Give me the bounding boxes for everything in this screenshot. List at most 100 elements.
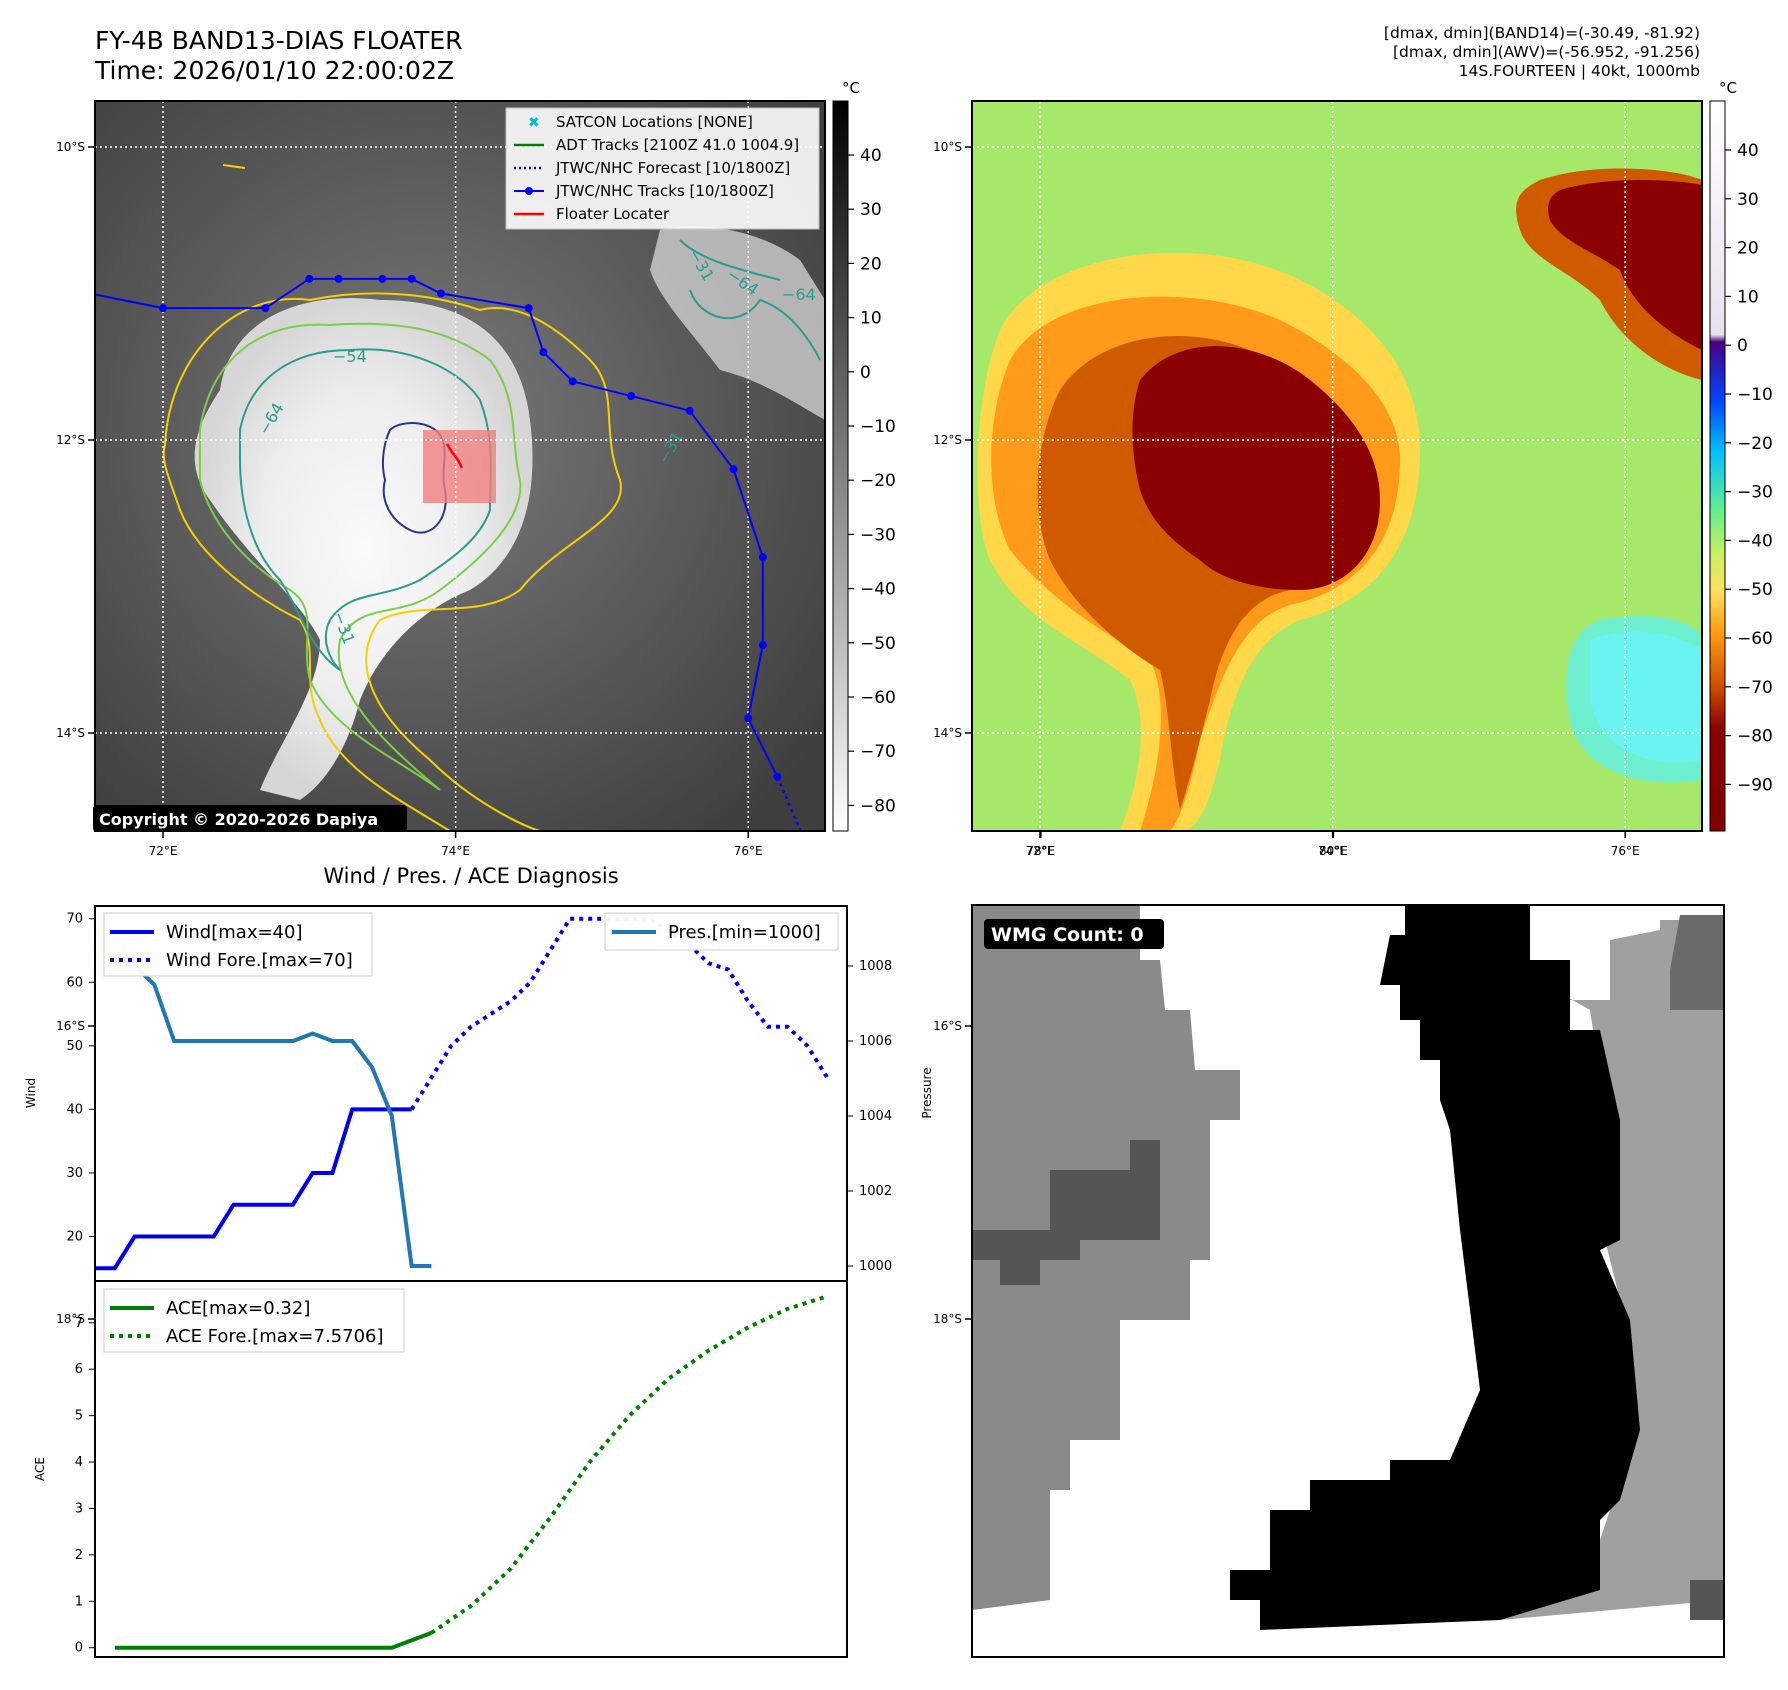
- wind-tick-label: 20: [66, 1230, 83, 1245]
- contour-label: −54: [333, 347, 367, 366]
- track-point: [159, 304, 167, 313]
- pressure-tick-label: 1006: [859, 1034, 892, 1049]
- legend-box: [505, 107, 820, 230]
- map-legend: ✖ SATCON Locations [NONE] ADT Tracks [21…: [505, 107, 820, 230]
- wind-line: [95, 1107, 412, 1271]
- legend-label: ACE[max=0.32]: [166, 1298, 310, 1319]
- title-line-2: Time: 2026/01/10 22:00:02Z: [95, 56, 454, 85]
- ace-tick-label: 5: [75, 1409, 83, 1424]
- wmg-gray-region: [972, 905, 1240, 1610]
- ir-map-panel: −54 −64 −31 −31 −64 −64 −31 ✖ SATCON Loc…: [56, 79, 1348, 1326]
- wmg-black-region: [1230, 905, 1640, 1630]
- colorbar-tick-label: 0: [1737, 336, 1748, 356]
- cloud-band-ne: [650, 226, 825, 420]
- map-frame: [971, 100, 1703, 832]
- awv-map-panel: 72°E 74°E 76°E 78°E 80°E 10°S 12°S 14°S 16°S 18°…: [933, 79, 1773, 1326]
- colorbar-tick-label: −70: [860, 742, 896, 762]
- wind-forecast-line: [409, 916, 829, 1111]
- track-point: [729, 465, 738, 474]
- colorbar-ticks: 40 30 20 10 0 −10 −20 −30 −40 −50 −60 −70 −80: [848, 146, 896, 816]
- colorbar-tick-label: −50: [1737, 580, 1773, 600]
- colorbar-tick-label: −60: [860, 688, 896, 708]
- info-line-3: 14S.FOURTEEN | 40kt, 1000mb: [1458, 62, 1700, 80]
- wmg-frame: [971, 904, 1725, 1658]
- ace-tick-label: 0: [75, 1641, 83, 1656]
- legend-label: Wind[max=40]: [166, 922, 303, 943]
- pressure-tick-label: 1000: [859, 1259, 892, 1274]
- colorbar-tick-label: −40: [1737, 531, 1773, 551]
- contour-teal: [239, 348, 492, 671]
- wind-ylabel: Wind: [24, 1078, 38, 1108]
- lat-tick-label: 14°S: [933, 726, 962, 740]
- ace-plot: 0 1 2 3 4 5 6 7: [75, 1294, 828, 1656]
- floater-locater-line: [445, 443, 464, 469]
- info-line-1: [dmax, dmin](BAND14)=(-30.49, -81.92): [1383, 24, 1700, 42]
- map-grid: [972, 101, 1702, 831]
- x-marker-icon: ✖: [528, 115, 540, 131]
- track-point: [378, 274, 387, 283]
- colorbar-tick-label: −40: [860, 580, 896, 600]
- contour-yellow-small: [222, 164, 246, 169]
- track-points: [86, 274, 782, 781]
- track-point: [773, 772, 782, 781]
- colorbar-tick-label: −20: [860, 471, 896, 491]
- map-grid: [95, 101, 825, 831]
- track-point: [758, 641, 767, 650]
- legend-label: Floater Locater: [556, 205, 670, 223]
- wmg-panel: WMG Count: 0: [971, 904, 1725, 1658]
- colorbar-tick-label: 40: [1737, 141, 1759, 161]
- pressure-ylabel: Pressure: [920, 1067, 934, 1118]
- colorbar-tick-label: 30: [860, 200, 882, 220]
- colorbar-tick-label: −10: [860, 417, 896, 437]
- track-point: [305, 274, 314, 283]
- legend-label: SATCON Locations [NONE]: [556, 113, 753, 131]
- track-point: [436, 289, 445, 298]
- colorbar-tick-label: 30: [1737, 190, 1759, 210]
- lat-tick-label: 10°S: [933, 140, 962, 154]
- wind-tick-label: 40: [66, 1102, 83, 1117]
- ace-tick-label: 1: [75, 1594, 83, 1609]
- lat-tick-label: 16°S: [56, 1019, 85, 1033]
- colorbar-color: [1709, 100, 1726, 832]
- wmg-lightgray-region: [1405, 905, 1724, 1620]
- ace-axes-frame: [94, 1280, 848, 1658]
- lat-tick-label: 12°S: [933, 433, 962, 447]
- awv-cyan-region: [1590, 631, 1702, 763]
- lon-tick-label: 78°E: [1026, 844, 1055, 858]
- wmg-darkgray-region: [972, 1140, 1160, 1285]
- colorbar-gray: [832, 100, 849, 832]
- figure-info: [dmax, dmin](BAND14)=(-30.49, -81.92) [d…: [1384, 24, 1700, 81]
- track-point: [685, 406, 694, 415]
- track-point: [627, 392, 636, 401]
- wind-tick-label: 30: [66, 1166, 83, 1181]
- track-point: [758, 553, 767, 562]
- legend-label: ADT Tracks [2100Z 41.0 1004.9]: [556, 136, 799, 154]
- track-point: [744, 714, 753, 723]
- ace-tick-label: 2: [75, 1548, 83, 1563]
- pressure-tick-label: 1004: [859, 1109, 892, 1124]
- lat-ticks: 10°S 12°S 14°S 16°S 18°S: [56, 140, 95, 1326]
- lat-tick-label: 14°S: [56, 726, 85, 740]
- lon-tick-label: 74°E: [1318, 844, 1347, 858]
- colorbar-tick-label: 40: [860, 146, 882, 166]
- lon-ticks: 72°E 74°E 76°E 78°E 80°E: [149, 831, 1348, 858]
- colorbar-tick-label: −80: [860, 796, 896, 816]
- pressure-tick-label: 1002: [859, 1184, 892, 1199]
- colorbar-tick-label: 10: [1737, 287, 1759, 307]
- wmg-count-label: WMG Count: 0: [991, 924, 1144, 946]
- wmg-darkgray-corner: [1690, 1580, 1724, 1620]
- diagnosis-title: Wind / Pres. / ACE Diagnosis: [323, 864, 618, 888]
- wind-tick-label: 60: [66, 975, 83, 990]
- info-line-2: [dmax, dmin](AWV)=(-56.952, -91.256): [1393, 43, 1700, 61]
- colorbar-tick-label: −80: [1737, 727, 1773, 747]
- ace-legend-box: [103, 1288, 405, 1353]
- lat-tick-label: 18°S: [933, 1312, 962, 1326]
- wind-tick-label: 50: [66, 1039, 83, 1054]
- colorbar-tick-label: −50: [860, 634, 896, 654]
- track-point: [86, 290, 94, 298]
- colorbar-tick-label: 20: [1737, 239, 1759, 259]
- awv-core: [1132, 346, 1380, 590]
- lat-tick-label: 12°S: [56, 433, 85, 447]
- wind-pressure-plot: 20 30 40 50 60 70 1000 1002 1004 1006 1008: [66, 912, 892, 1274]
